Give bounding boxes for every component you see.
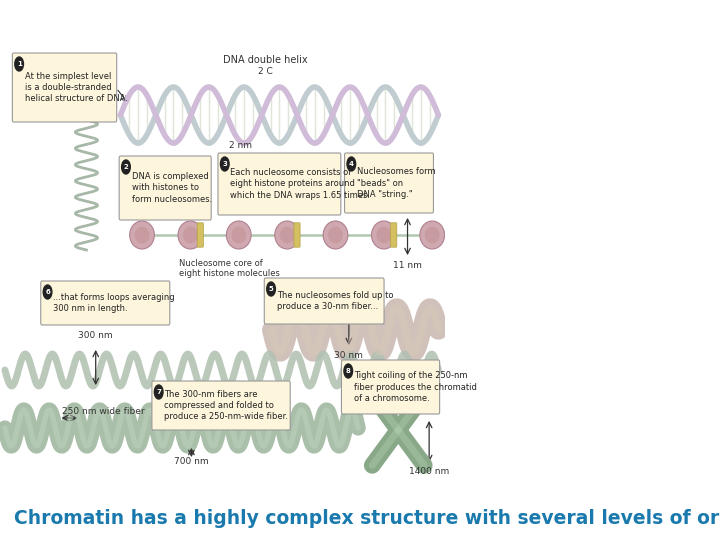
Text: 3: 3 — [222, 161, 228, 167]
Circle shape — [347, 157, 356, 171]
Ellipse shape — [323, 221, 348, 249]
Text: Nucleosomes form
"beads" on
DNA "string.": Nucleosomes form "beads" on DNA "string.… — [357, 167, 436, 199]
FancyBboxPatch shape — [197, 223, 203, 247]
Circle shape — [220, 157, 229, 171]
Ellipse shape — [372, 221, 396, 249]
Ellipse shape — [377, 227, 391, 244]
FancyBboxPatch shape — [218, 153, 341, 215]
Ellipse shape — [425, 227, 440, 244]
Ellipse shape — [420, 221, 444, 249]
Ellipse shape — [183, 227, 198, 244]
Ellipse shape — [135, 227, 150, 244]
Text: 8: 8 — [346, 368, 351, 374]
Text: 11 nm: 11 nm — [393, 260, 422, 269]
Text: The 300-nm fibers are
compressed and folded to
produce a 250-nm-wide fiber.: The 300-nm fibers are compressed and fol… — [164, 390, 288, 421]
Text: ...that forms loops averaging
300 nm in length.: ...that forms loops averaging 300 nm in … — [53, 293, 175, 313]
Text: 2 C: 2 C — [258, 68, 273, 77]
Ellipse shape — [130, 221, 154, 249]
Text: Tight coiling of the 250-nm
fiber produces the chromatid
of a chromosome.: Tight coiling of the 250-nm fiber produc… — [354, 372, 477, 403]
Circle shape — [154, 385, 163, 399]
Text: 1400 nm: 1400 nm — [409, 468, 449, 476]
Text: 6: 6 — [45, 289, 50, 295]
FancyBboxPatch shape — [152, 381, 290, 430]
Ellipse shape — [178, 221, 203, 249]
Text: Chromatin has a highly complex structure with several levels of organization: Chromatin has a highly complex structure… — [14, 509, 720, 528]
Circle shape — [15, 57, 24, 71]
Text: DNA is complexed
with histones to
form nucleosomes.: DNA is complexed with histones to form n… — [132, 172, 212, 204]
Text: DNA double helix: DNA double helix — [223, 55, 308, 65]
FancyBboxPatch shape — [12, 53, 117, 122]
Text: Histone H1: Histone H1 — [278, 200, 328, 210]
Ellipse shape — [231, 227, 246, 244]
Text: eight histone molecules: eight histone molecules — [179, 268, 280, 278]
FancyBboxPatch shape — [120, 156, 211, 220]
Text: 250 nm wide fiber: 250 nm wide fiber — [62, 408, 145, 416]
Text: Each nucleosome consists of
eight histone proteins around
which the DNA wraps 1.: Each nucleosome consists of eight histon… — [230, 168, 370, 200]
Text: 1: 1 — [17, 61, 22, 67]
FancyBboxPatch shape — [345, 153, 433, 213]
Text: 30 nm: 30 nm — [334, 350, 364, 360]
Circle shape — [344, 364, 353, 378]
Circle shape — [122, 160, 130, 174]
Text: 7: 7 — [156, 389, 161, 395]
FancyBboxPatch shape — [341, 360, 440, 414]
Text: The nucleosomes fold up to
produce a 30-nm fiber...: The nucleosomes fold up to produce a 30-… — [276, 291, 393, 311]
Ellipse shape — [275, 221, 300, 249]
Text: 2 nm: 2 nm — [229, 140, 252, 150]
Text: 5: 5 — [269, 286, 274, 292]
Text: At the simplest level
is a double-stranded
helical structure of DNA.: At the simplest level is a double-strand… — [24, 72, 127, 103]
FancyBboxPatch shape — [264, 278, 384, 324]
Text: 2: 2 — [124, 164, 128, 170]
Circle shape — [266, 282, 275, 296]
Text: 700 nm: 700 nm — [174, 457, 209, 467]
Text: Nucleosome core of: Nucleosome core of — [179, 259, 263, 267]
FancyBboxPatch shape — [391, 223, 397, 247]
FancyBboxPatch shape — [41, 281, 170, 325]
Ellipse shape — [328, 227, 343, 244]
FancyBboxPatch shape — [294, 223, 300, 247]
Ellipse shape — [226, 221, 251, 249]
Text: 300 nm: 300 nm — [78, 330, 113, 340]
Text: 4: 4 — [348, 161, 354, 167]
Ellipse shape — [279, 227, 294, 244]
Circle shape — [43, 285, 52, 299]
